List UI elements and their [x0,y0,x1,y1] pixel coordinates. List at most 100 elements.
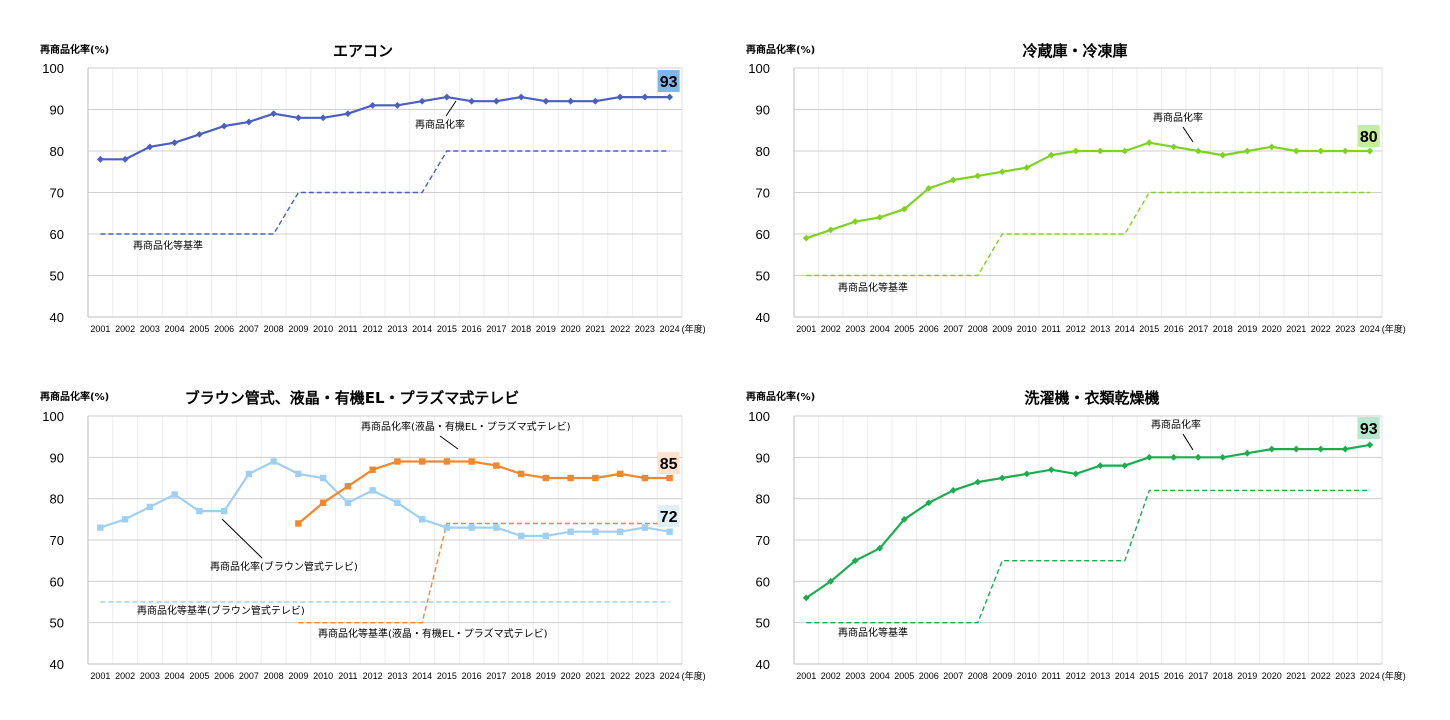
y-tick-label: 90 [756,103,770,118]
x-tick-label: 2017 [486,324,506,334]
data-point [1219,151,1227,159]
x-tick-label: 2014 [1115,324,1135,334]
annotation-standard: 再商品化等基準 [133,239,203,252]
x-tick-label: 2013 [1090,671,1110,681]
x-tick-label: 2006 [214,324,234,334]
x-tick-label: 2019 [1237,324,1257,334]
end-value-label: 72 [660,509,678,526]
data-point [1317,445,1325,453]
y-tick-label: 60 [756,574,770,589]
data-point [616,470,624,478]
x-tick-label: 2005 [894,324,914,334]
data-point [1023,470,1031,478]
data-point [1292,445,1300,453]
annotation-standard: 再商品化等基準 [838,626,908,639]
x-tick-label: 2001 [796,671,816,681]
rate-line-series-0 [805,443,1370,599]
x-tick-label: 2005 [894,671,914,681]
x-tick-label: 2019 [536,671,556,681]
x-tick-label: 2001 [90,671,110,681]
data-point [344,110,352,118]
x-tick-label: 2018 [1213,671,1233,681]
data-point [1341,445,1349,453]
data-point [1170,143,1178,151]
x-tick-label: 2011 [1042,324,1061,334]
data-point [641,524,649,531]
chart-title: エアコン [333,42,393,60]
y-tick-label: 40 [756,310,770,325]
x-tick-label: 2008 [264,671,284,681]
x-unit-label: (年度) [682,670,706,681]
data-point [851,557,859,565]
x-tick-label: 2021 [585,324,605,334]
x-tick-label: 2006 [214,671,234,681]
data-point [468,97,476,105]
x-tick-label: 2016 [1164,671,1184,681]
data-point [295,470,302,478]
data-point [802,234,810,242]
x-tick-label: 2020 [1262,324,1282,334]
x-tick-label: 2022 [610,324,630,334]
x-tick-label: 2008 [968,671,988,681]
data-point [876,544,884,552]
x-tick-label: 2010 [313,671,333,681]
x-tick-label: 2020 [561,324,581,334]
x-tick-label: 2004 [165,324,185,334]
data-point [925,184,933,192]
x-tick-label: 2023 [1335,324,1355,334]
data-point [443,93,451,101]
x-tick-label: 2019 [536,324,556,334]
end-value-label: 93 [660,74,678,91]
data-point [949,487,957,494]
data-point [876,214,884,221]
x-tick-label: 2016 [462,324,482,334]
x-tick-label: 2021 [1286,324,1306,334]
data-point [616,528,624,535]
data-point [393,101,401,109]
x-tick-label: 2009 [992,324,1012,334]
x-tick-label: 2002 [115,324,135,334]
end-value-badge [657,70,680,92]
x-tick-label: 2004 [165,671,185,681]
data-point [418,97,426,105]
data-point [802,594,810,602]
x-tick-label: 2015 [1139,324,1159,334]
y-unit-label: 再商品化率(%) [40,390,109,403]
annotation-rate: 再商品化率 [1151,418,1201,431]
x-tick-label: 2001 [90,324,110,334]
data-point [517,532,525,540]
data-point [1047,151,1055,159]
data-point [443,458,451,465]
x-tick-label: 2009 [992,671,1012,681]
data-point [493,462,500,469]
y-tick-label: 100 [748,409,770,424]
data-point [96,155,104,163]
data-point [295,520,302,527]
x-tick-label: 2018 [511,324,531,334]
data-point [171,491,178,498]
x-tick-label: 2012 [1066,671,1086,681]
x-unit-label: (年度) [682,323,706,334]
x-tick-label: 2004 [870,324,890,334]
data-point [974,172,982,180]
data-point [900,515,908,523]
x-tick-label: 2018 [511,671,531,681]
data-point [925,499,933,507]
x-tick-label: 2003 [845,671,865,681]
annotation-standard: 再商品化等基準 [838,281,908,294]
data-point [1341,147,1349,155]
rate-line-series-1 [297,460,670,525]
data-point [121,516,129,523]
x-tick-label: 2002 [821,324,841,334]
chart-title: ブラウン管式、液晶・有機EL・プラズマ式テレビ [185,389,520,407]
y-tick-label: 50 [50,616,64,631]
x-tick-label: 2023 [635,671,655,681]
data-point [319,499,327,506]
x-tick-label: 2014 [412,324,432,334]
x-tick-label: 2003 [140,324,160,334]
data-point [666,93,674,101]
data-point [443,524,451,531]
y-tick-label: 50 [756,616,770,631]
standard-line-series-1 [100,150,670,235]
chart-panel-refrigerator: 再商品化率(%) 冷蔵庫・冷凍庫 再商品化率 再商品化等基準 40 50 60 70 8… [746,42,1406,334]
